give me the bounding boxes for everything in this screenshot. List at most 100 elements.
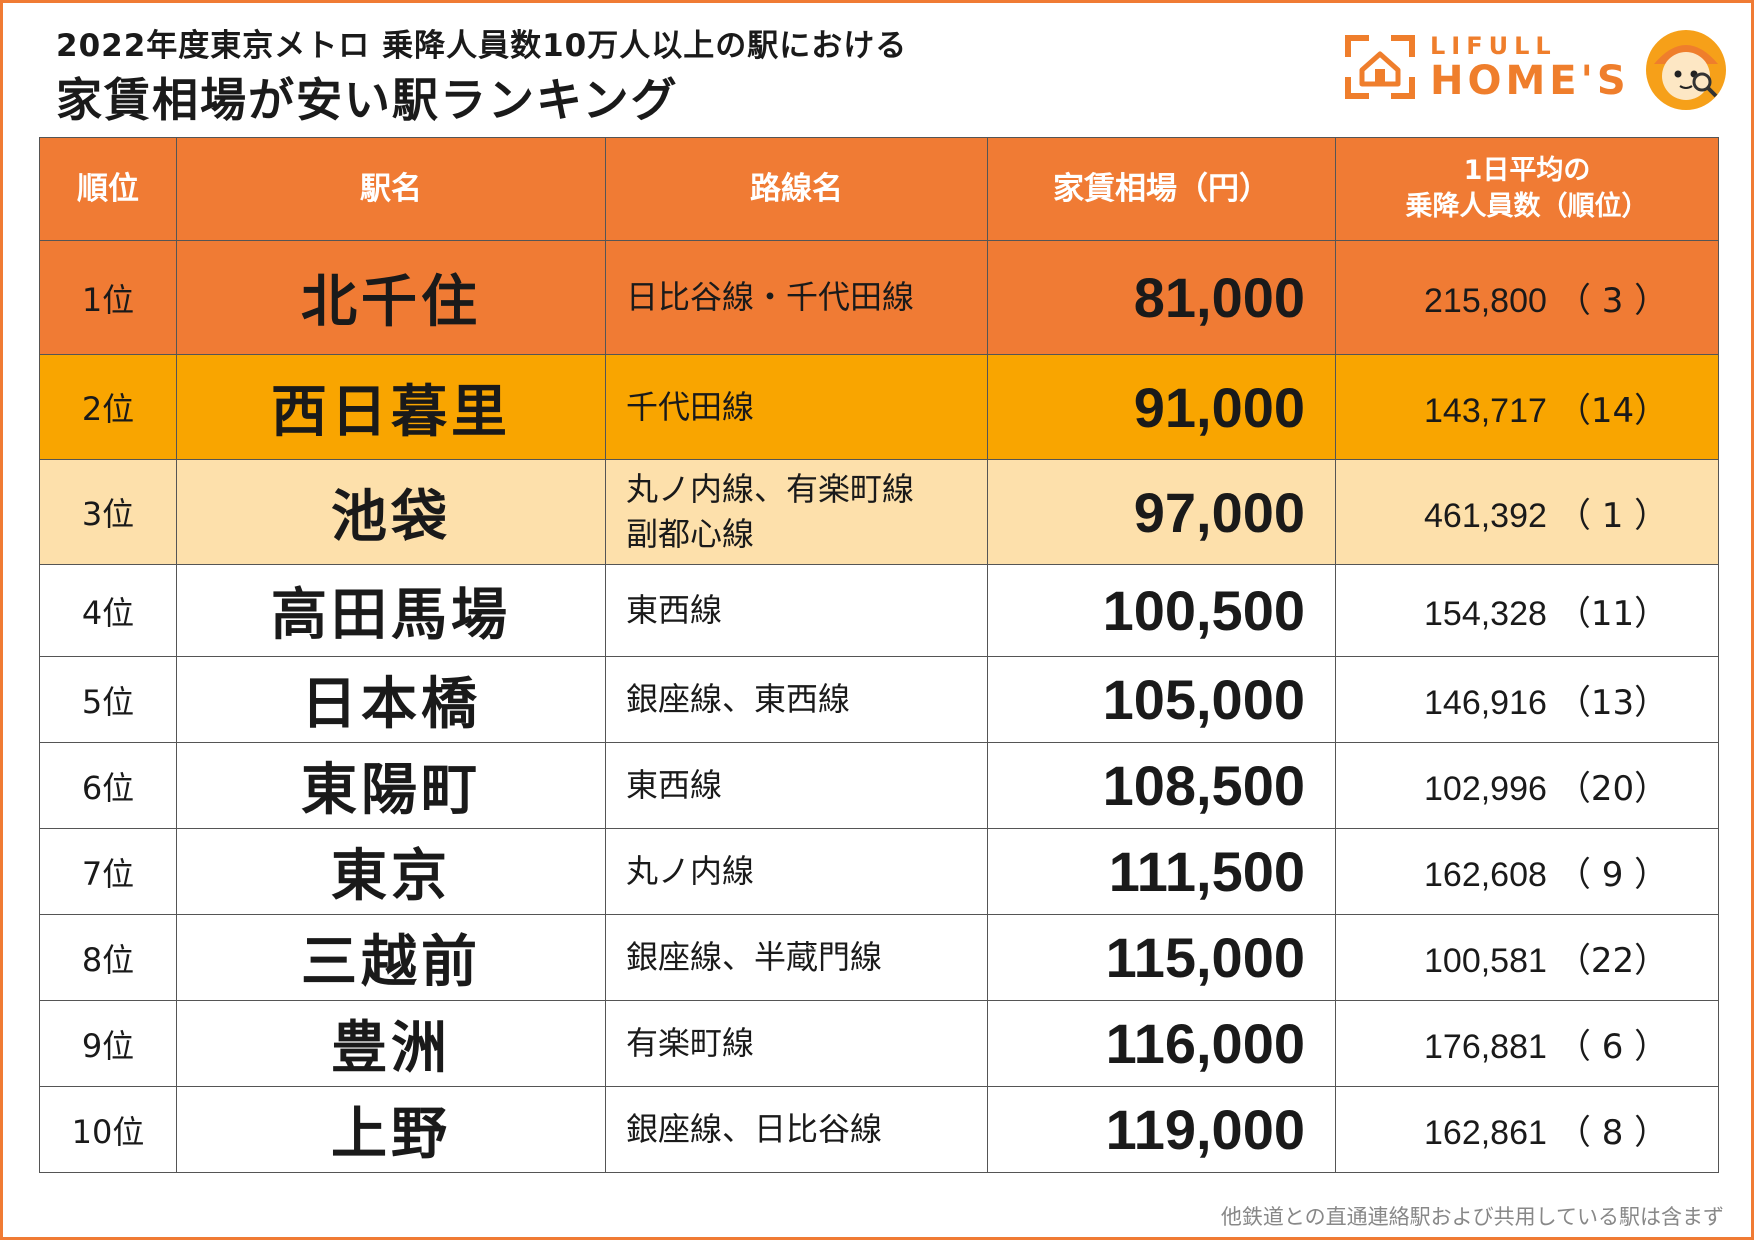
- header-station: 駅名: [176, 137, 606, 241]
- station-cell: 豊洲: [176, 1000, 606, 1087]
- station-cell: 東京: [176, 828, 606, 915]
- page-title: 家賃相場が安い駅ランキング: [56, 73, 679, 127]
- line-text: 東西線: [626, 591, 723, 630]
- riders-count: 143,717: [1424, 391, 1547, 430]
- line-text: 有楽町線: [626, 1024, 755, 1063]
- riders-cell: 176,881 （ 6 ）: [1335, 1000, 1719, 1087]
- rent-cell: 97,000: [987, 459, 1336, 565]
- rank-cell: 2位: [39, 354, 177, 460]
- riders-rank: （ 1 ）: [1556, 495, 1669, 536]
- riders-count: 146,916: [1424, 684, 1547, 722]
- table-row: 10位 上野 銀座線、日比谷線 119,000 162,861 （ 8 ）: [39, 1086, 1719, 1173]
- header-riders: 1日平均の 乗降人員数（順位）: [1335, 137, 1719, 241]
- line-cell: 東西線: [605, 564, 988, 657]
- line-cell: 有楽町線: [605, 1000, 988, 1087]
- rank-cell: 4位: [39, 564, 177, 657]
- rank-cell: 3位: [39, 459, 177, 565]
- ranking-table: 順位 駅名 路線名 家賃相場（円） 1日平均の 乗降人員数（順位） 1位 北千住…: [39, 137, 1719, 1173]
- riders-count: 162,608: [1424, 856, 1547, 894]
- header-rank: 順位: [39, 137, 177, 241]
- riders-rank: （14）: [1556, 390, 1669, 431]
- logo-top-text: LIFULL: [1430, 32, 1557, 60]
- rent-cell: 100,500: [987, 564, 1336, 657]
- line-cell: 丸ノ内線: [605, 828, 988, 915]
- station-cell: 日本橋: [176, 656, 606, 743]
- riders-rank: （ 8 ）: [1556, 1113, 1669, 1153]
- rank-cell: 6位: [39, 742, 177, 829]
- riders-rank: （ 9 ）: [1556, 855, 1669, 895]
- rent-cell: 116,000: [987, 1000, 1336, 1087]
- table-row: 2位 西日暮里 千代田線 91,000 143,717 （14）: [39, 354, 1719, 460]
- line-cell: 丸ノ内線、有楽町線 副都心線: [605, 459, 988, 565]
- rent-cell: 115,000: [987, 914, 1336, 1001]
- riders-rank: （11）: [1556, 594, 1669, 634]
- station-cell: 上野: [176, 1086, 606, 1173]
- line-text: 銀座線、東西線: [626, 680, 851, 719]
- rent-cell: 111,500: [987, 828, 1336, 915]
- header-riders-line1: 1日平均の: [1463, 154, 1591, 186]
- table-row: 9位 豊洲 有楽町線 116,000 176,881 （ 6 ）: [39, 1000, 1719, 1087]
- line-cell: 銀座線、東西線: [605, 656, 988, 743]
- line-text-2: 副都心線: [626, 515, 755, 553]
- riders-count: 461,392: [1424, 496, 1547, 535]
- riders-count: 154,328: [1424, 595, 1547, 633]
- title-line1: 2022年度東京メトロ 乗降人員数10万人以上の駅における: [56, 28, 908, 64]
- table-row: 3位 池袋 丸ノ内線、有楽町線 副都心線 97,000 461,392 （ 1 ）: [39, 459, 1719, 565]
- station-cell: 東陽町: [176, 742, 606, 829]
- riders-cell: 162,861 （ 8 ）: [1335, 1086, 1719, 1173]
- header-line: 路線名: [605, 137, 988, 241]
- header-riders-line2: 乗降人員数（順位）: [1405, 191, 1649, 222]
- riders-cell: 146,916 （13）: [1335, 656, 1719, 743]
- table-row: 4位 高田馬場 東西線 100,500 154,328 （11）: [39, 564, 1719, 657]
- riders-count: 102,996: [1424, 770, 1547, 808]
- station-cell: 池袋: [176, 459, 606, 565]
- line-cell: 銀座線、日比谷線: [605, 1086, 988, 1173]
- footnote: 他鉄道との直通連絡駅および共用している駅は含まず: [1220, 1205, 1724, 1229]
- line-text: 丸ノ内線、有楽町線: [626, 470, 915, 509]
- riders-rank: （22）: [1556, 941, 1669, 981]
- riders-cell: 154,328 （11）: [1335, 564, 1719, 657]
- riders-rank: （13）: [1556, 683, 1669, 723]
- line-cell: 日比谷線・千代田線: [605, 240, 988, 355]
- line-cell: 東西線: [605, 742, 988, 829]
- line-text: 千代田線: [626, 387, 755, 426]
- riders-count: 215,800: [1424, 282, 1547, 320]
- rent-cell: 91,000: [987, 354, 1336, 460]
- header-rent: 家賃相場（円）: [987, 137, 1336, 241]
- rank-cell: 9位: [39, 1000, 177, 1087]
- riders-cell: 215,800 （ 3 ）: [1335, 240, 1719, 355]
- table-row: 6位 東陽町 東西線 108,500 102,996 （20）: [39, 742, 1719, 829]
- line-cell: 銀座線、半蔵門線: [605, 914, 988, 1001]
- line-text: 丸ノ内線: [626, 852, 755, 891]
- line-cell: 千代田線: [605, 354, 988, 460]
- house-logo-icon: [1345, 35, 1415, 99]
- rent-cell: 81,000: [987, 240, 1336, 355]
- riders-cell: 102,996 （20）: [1335, 742, 1719, 829]
- rank-cell: 5位: [39, 656, 177, 743]
- table-header-row: 順位 駅名 路線名 家賃相場（円） 1日平均の 乗降人員数（順位）: [39, 137, 1719, 241]
- line-text: 銀座線、半蔵門線: [626, 938, 883, 977]
- rank-cell: 7位: [39, 828, 177, 915]
- riders-cell: 162,608 （ 9 ）: [1335, 828, 1719, 915]
- riders-rank: （20）: [1556, 769, 1669, 809]
- rent-cell: 105,000: [987, 656, 1336, 743]
- riders-count: 100,581: [1424, 942, 1547, 980]
- rank-cell: 1位: [39, 240, 177, 355]
- mascot-icon: [1646, 30, 1726, 110]
- station-cell: 西日暮里: [176, 354, 606, 460]
- table-row: 5位 日本橋 銀座線、東西線 105,000 146,916 （13）: [39, 656, 1719, 743]
- lifull-homes-logo: LIFULL HOME'S: [1344, 30, 1626, 106]
- rank-cell: 10位: [39, 1086, 177, 1173]
- riders-rank: （ 6 ）: [1556, 1027, 1669, 1067]
- station-cell: 三越前: [176, 914, 606, 1001]
- rent-cell: 108,500: [987, 742, 1336, 829]
- logo-main-text: HOME'S: [1430, 58, 1630, 104]
- riders-count: 162,861: [1424, 1114, 1547, 1152]
- rent-cell: 119,000: [987, 1086, 1336, 1173]
- line-text: 日比谷線・千代田線: [626, 278, 915, 317]
- riders-rank: （ 3 ）: [1556, 281, 1669, 321]
- table-row: 7位 東京 丸ノ内線 111,500 162,608 （ 9 ）: [39, 828, 1719, 915]
- station-cell: 北千住: [176, 240, 606, 355]
- line-text: 銀座線、日比谷線: [626, 1110, 883, 1149]
